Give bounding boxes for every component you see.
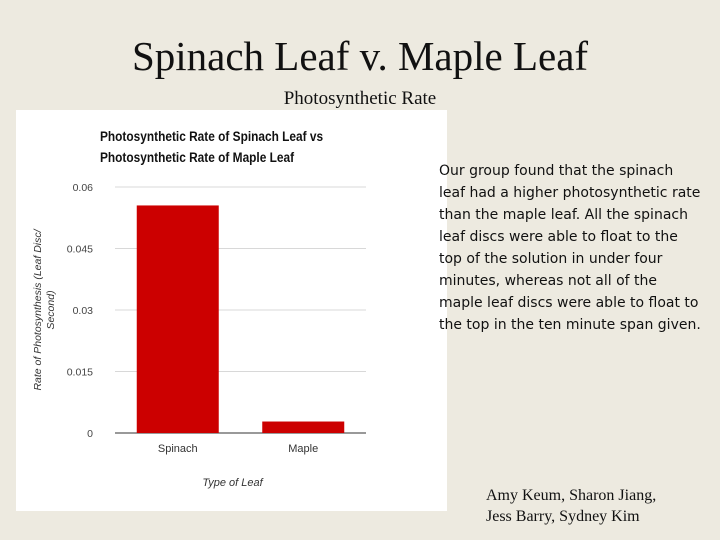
y-tick-label: 0.015 [67, 367, 93, 379]
chart-title-line-2: Photosynthetic Rate of Maple Leaf [100, 150, 295, 165]
y-axis-label-line-2: Second) [45, 290, 57, 329]
bar-chart: 0 0.015 0.03 0.045 0.06 Spinach Maple Type of L… [32, 182, 366, 489]
y-axis-label-line-1: Rate of Photosynthesis (Leaf Disc/ [32, 228, 44, 390]
y-tick-label: 0.03 [73, 305, 94, 317]
chart-panel: Photosynthetic Rate of Spinach Leaf vs P… [16, 110, 447, 511]
summary-text: Our group found that the spinach leaf ha… [439, 163, 701, 333]
x-tick-label: Spinach [158, 443, 198, 455]
chart-title: Photosynthetic Rate of Spinach Leaf vs P… [100, 126, 323, 168]
slide-subtitle: Photosynthetic Rate [283, 88, 437, 109]
slide-title: Spinach Leaf v. Maple Leaf [131, 33, 589, 79]
authors-line-2: Jess Barry, Sydney Kim [486, 508, 640, 525]
authors-line-1: Amy Keum, Sharon Jiang, [486, 487, 657, 504]
y-tick-label: 0.06 [73, 182, 94, 194]
x-tick-label: Maple [288, 443, 318, 455]
bar-maple [262, 421, 345, 433]
y-tick-label: 0 [87, 428, 93, 440]
y-tick-label: 0.045 [67, 244, 93, 256]
bar-spinach [136, 205, 219, 433]
x-axis-label: Type of Leaf [202, 477, 263, 489]
chart-title-line-1: Photosynthetic Rate of Spinach Leaf vs [100, 129, 324, 144]
author-list: Amy Keum, Sharon Jiang, Jess Barry, Sydn… [486, 485, 716, 527]
